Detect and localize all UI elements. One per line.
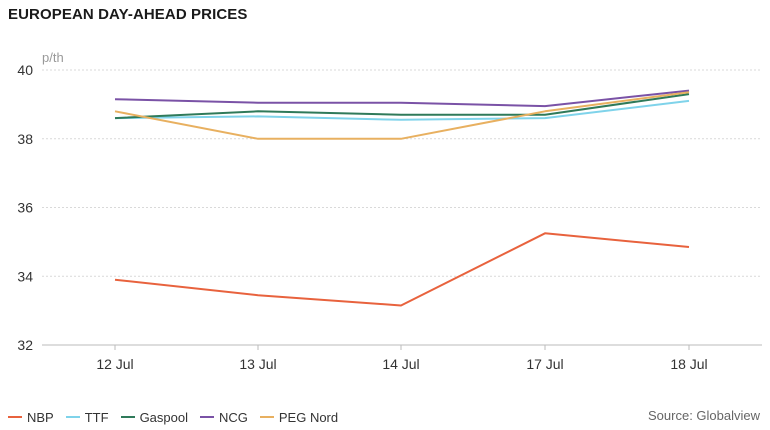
legend-item: Gaspool [120, 409, 188, 425]
series-line-nbp [114, 232, 690, 307]
legend-item: TTF [65, 409, 109, 425]
series-line-peg-nord [114, 91, 690, 140]
source-note: Source: Globalview [648, 408, 760, 423]
chart-title: EUROPEAN DAY-AHEAD PRICES [8, 6, 248, 23]
legend: NBP TTF Gaspool NCG PEG Nord [8, 407, 350, 427]
y-tick-label: 38 [17, 131, 33, 147]
x-tick-label: 13 Jul [239, 356, 276, 372]
y-axis-label: p/th [42, 50, 64, 65]
legend-swatch [8, 416, 22, 418]
y-tick-label: 34 [17, 268, 33, 284]
y-tick-label: 36 [17, 200, 33, 216]
y-tick-label: 40 [17, 62, 33, 78]
x-tick-label: 17 Jul [526, 356, 563, 372]
legend-label: PEG Nord [278, 409, 339, 425]
y-tick-label: 32 [17, 337, 33, 353]
series-line-ncg [114, 89, 690, 108]
legend-item: NBP [8, 410, 54, 425]
series-line-ttf [114, 99, 690, 121]
line-chart: p/th 32 34 36 38 40 12 Jul 13 Jul 14 Jul 17 Jul 18… [17, 50, 762, 372]
x-tick-label: 18 Jul [670, 356, 707, 372]
legend-item: NCG [199, 409, 248, 425]
legend-label: Gaspool [139, 409, 188, 425]
legend-swatch [199, 416, 214, 418]
legend-label: TTF [84, 409, 109, 425]
x-tick-label: 12 Jul [96, 356, 133, 372]
x-tick-label: 14 Jul [382, 356, 419, 372]
legend-label: NCG [218, 409, 248, 425]
legend-label: NBP [27, 409, 54, 425]
series-line-gaspool [114, 93, 690, 120]
legend-item: PEG Nord [259, 409, 339, 425]
legend-swatch [259, 416, 274, 418]
legend-swatch [120, 416, 135, 418]
legend-swatch [65, 416, 80, 418]
